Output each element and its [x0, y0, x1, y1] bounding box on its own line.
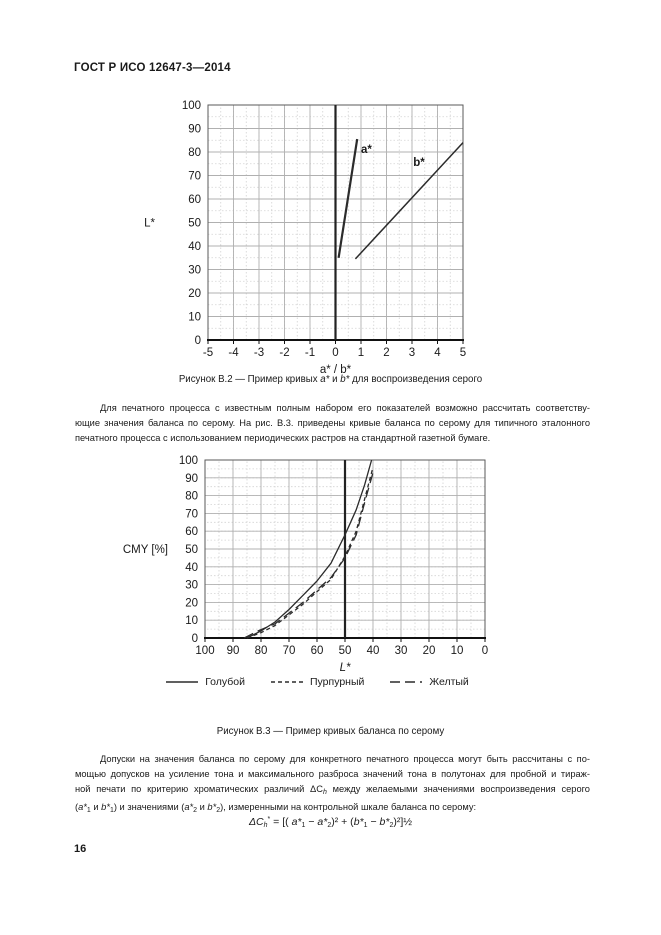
svg-text:80: 80 — [188, 147, 201, 159]
caption-text: Рисунок В.2 — Пример кривых — [178, 374, 321, 385]
paragraph-tolerances: Допуски на значения баланса по серому дл… — [75, 752, 590, 818]
figure-b2-caption: Рисунок В.2 — Пример кривых a* и b* для … — [0, 374, 661, 385]
svg-text:0: 0 — [332, 347, 338, 359]
paragraph-line: печатного процесса с использованием пери… — [75, 433, 491, 443]
paragraph-line: Допуски на значения баланса по серому дл… — [100, 754, 590, 764]
legend-label: Пурпурный — [310, 676, 365, 688]
svg-text:a* / b*: a* / b* — [320, 364, 352, 376]
paragraph-gray-balance-intro: Для печатного процесса с известным полны… — [75, 401, 590, 446]
svg-text:2: 2 — [383, 347, 389, 359]
svg-text:50: 50 — [339, 645, 352, 657]
svg-text:L*: L* — [340, 662, 351, 674]
caption-var-b: b* — [340, 374, 350, 385]
legend-item-yellow: Желтый — [390, 676, 469, 688]
delta-c-formula: ΔCh* = [( a*1 − a*2)² + (b*1 − b*2)²]½ — [248, 816, 413, 829]
svg-text:60: 60 — [185, 526, 198, 538]
svg-text:80: 80 — [255, 645, 268, 657]
svg-text:3: 3 — [409, 347, 415, 359]
svg-text:20: 20 — [188, 288, 201, 300]
svg-text:40: 40 — [367, 645, 380, 657]
svg-text:60: 60 — [188, 194, 201, 206]
svg-text:70: 70 — [188, 171, 201, 183]
svg-text:100: 100 — [195, 645, 214, 657]
svg-text:-3: -3 — [254, 347, 264, 359]
legend-item-cyan: Голубой — [166, 676, 245, 688]
svg-text:80: 80 — [185, 491, 198, 503]
svg-text:40: 40 — [188, 241, 201, 253]
page-number: 16 — [74, 843, 87, 855]
paragraph-line: мощью допусков на усиление тона и максим… — [75, 769, 590, 779]
svg-text:30: 30 — [188, 265, 201, 277]
figure-b3-caption: Рисунок В.3 — Пример кривых баланса по с… — [216, 726, 445, 737]
dashed-line-icon — [271, 681, 303, 683]
svg-text:90: 90 — [227, 645, 240, 657]
svg-text:50: 50 — [185, 544, 198, 556]
paragraph-line: Для печатного процесса с известным полны… — [100, 403, 590, 413]
svg-text:0: 0 — [482, 645, 488, 657]
legend-label: Голубой — [205, 676, 245, 688]
standard-number-header: ГОСТ Р ИСО 12647-3—2014 — [74, 62, 231, 74]
solid-line-icon — [166, 681, 199, 683]
svg-text:1: 1 — [358, 347, 364, 359]
svg-text:50: 50 — [188, 218, 201, 230]
svg-text:10: 10 — [185, 615, 198, 627]
svg-text:70: 70 — [185, 508, 198, 520]
paragraph-line: ющие значения баланса по серому. На рис.… — [75, 418, 590, 428]
svg-text:a*: a* — [361, 144, 372, 156]
svg-text:30: 30 — [185, 580, 198, 592]
svg-text:5: 5 — [460, 347, 466, 359]
svg-text:0: 0 — [195, 335, 201, 347]
svg-text:20: 20 — [423, 645, 436, 657]
chart-figure-b2: -5 -4 -3 -2 -1 0 1 2 3 4 50102030405060708090100a*… — [144, 100, 466, 376]
svg-text:100: 100 — [182, 100, 201, 112]
svg-text:-4: -4 — [228, 347, 239, 359]
svg-text:100: 100 — [179, 455, 198, 467]
caption-text: для воспроизведения серого — [349, 374, 483, 385]
svg-text:70: 70 — [283, 645, 296, 657]
svg-text:4: 4 — [434, 347, 441, 359]
svg-text:0: 0 — [192, 633, 198, 645]
svg-text:30: 30 — [395, 645, 408, 657]
caption-text: и — [329, 374, 341, 385]
figure-b3-legend: Голубой Пурпурный Желтый — [120, 676, 515, 688]
svg-text:10: 10 — [188, 312, 201, 324]
paragraph-line: (a*1 и b*1) и значениями (a*2 и b*2), из… — [75, 802, 477, 814]
svg-text:90: 90 — [188, 124, 201, 136]
svg-text:-5: -5 — [203, 347, 213, 359]
svg-text:CMY [%]: CMY [%] — [123, 544, 168, 556]
paragraph-line: ной печати по критерию хроматических раз… — [75, 784, 590, 796]
caption-var-a: a* — [320, 374, 330, 385]
svg-text:L*: L* — [144, 218, 155, 230]
svg-text:-2: -2 — [279, 347, 289, 359]
svg-text:60: 60 — [311, 645, 324, 657]
chart-figure-b3: 100 90 80 70 60 50 40 30 20 10 0010203040506070809… — [123, 455, 488, 674]
svg-text:10: 10 — [451, 645, 464, 657]
svg-text:-1: -1 — [305, 347, 315, 359]
legend-label: Желтый — [429, 676, 469, 688]
legend-item-magenta: Пурпурный — [271, 676, 364, 688]
svg-text:40: 40 — [185, 562, 198, 574]
svg-text:90: 90 — [185, 473, 198, 485]
svg-text:b*: b* — [413, 157, 425, 169]
long-dash-line-icon — [390, 681, 423, 683]
svg-text:20: 20 — [185, 597, 198, 609]
